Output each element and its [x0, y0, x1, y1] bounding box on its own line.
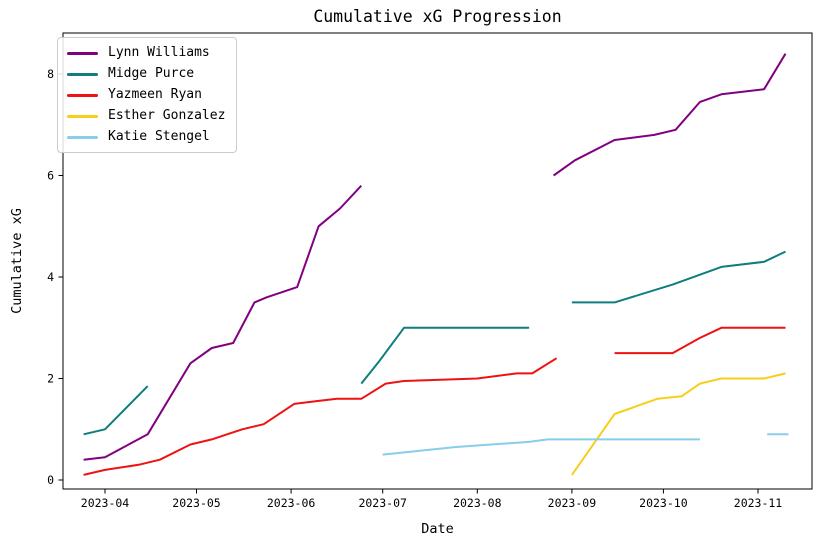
legend-swatch-yazmeen-ryan — [67, 93, 98, 97]
y-tick-label: 4 — [47, 270, 54, 284]
series-line-katie-stengel-seg1 — [382, 438, 700, 456]
legend-label-lynn-williams: Lynn Williams — [108, 45, 210, 60]
chart-title: Cumulative xG Progression — [313, 7, 562, 26]
series-line-midge-purce-seg1 — [83, 385, 149, 436]
legend-label-esther-gonzalez: Esther Gonzalez — [108, 108, 226, 123]
x-tick-label: 2023-10 — [639, 496, 688, 510]
series-line-yazmeen-ryan-seg2 — [614, 326, 786, 355]
axes-frame — [62, 32, 813, 490]
legend-swatch-lynn-williams — [67, 51, 98, 55]
x-tick-label: 2023-09 — [548, 496, 597, 510]
x-tick-label: 2023-06 — [267, 496, 316, 510]
x-tick-label: 2023-08 — [453, 496, 502, 510]
x-tick-label: 2023-05 — [172, 496, 220, 510]
series-line-midge-purce-seg2 — [360, 326, 530, 385]
series-line-midge-purce-seg3 — [571, 250, 786, 304]
series-line-lynn-williams-seg1 — [83, 185, 363, 461]
legend-item-lynn-williams: Lynn Williams — [67, 45, 225, 61]
legend-swatch-esther-gonzalez — [67, 114, 98, 118]
legend-item-midge-purce: Midge Purce — [67, 66, 225, 82]
series-line-lynn-williams-seg2 — [553, 53, 787, 177]
legend-item-katie-stengel: Katie Stengel — [67, 129, 225, 145]
legend-item-yazmeen-ryan: Yazmeen Ryan — [67, 87, 225, 103]
legend-label-yazmeen-ryan: Yazmeen Ryan — [108, 87, 202, 102]
y-tick-label: 0 — [47, 473, 54, 487]
x-tick-label: 2023-07 — [358, 496, 407, 510]
series-line-esther-gonzalez-seg1 — [571, 372, 786, 476]
y-tick-label: 8 — [47, 67, 54, 81]
x-axis-label: Date — [421, 521, 454, 537]
legend-label-midge-purce: Midge Purce — [108, 66, 195, 81]
x-tick-label: 2023-11 — [734, 496, 783, 510]
legend-label-katie-stengel: Katie Stengel — [108, 129, 210, 144]
y-axis-label: Cumulative xG — [9, 208, 25, 314]
legend-swatch-katie-stengel — [67, 135, 98, 139]
x-tick-label: 2023-04 — [81, 496, 130, 510]
y-tick-label: 6 — [47, 169, 54, 183]
legend-swatch-midge-purce — [67, 72, 98, 76]
legend: Lynn Williams Midge Purce Yazmeen Ryan Esth… — [57, 37, 238, 153]
y-tick-label: 2 — [47, 372, 54, 386]
legend-item-esther-gonzalez: Esther Gonzalez — [67, 108, 225, 124]
series-line-yazmeen-ryan-seg1 — [83, 357, 558, 476]
